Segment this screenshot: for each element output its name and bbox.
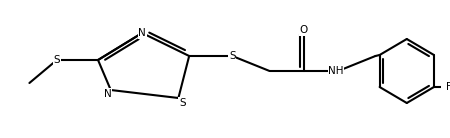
Text: S: S bbox=[229, 51, 236, 61]
Text: F: F bbox=[446, 82, 450, 92]
Text: S: S bbox=[179, 98, 186, 108]
Text: N: N bbox=[138, 28, 146, 38]
Text: O: O bbox=[300, 25, 308, 35]
Text: S: S bbox=[54, 55, 60, 65]
Text: N: N bbox=[104, 89, 112, 99]
Text: NH: NH bbox=[328, 66, 344, 76]
